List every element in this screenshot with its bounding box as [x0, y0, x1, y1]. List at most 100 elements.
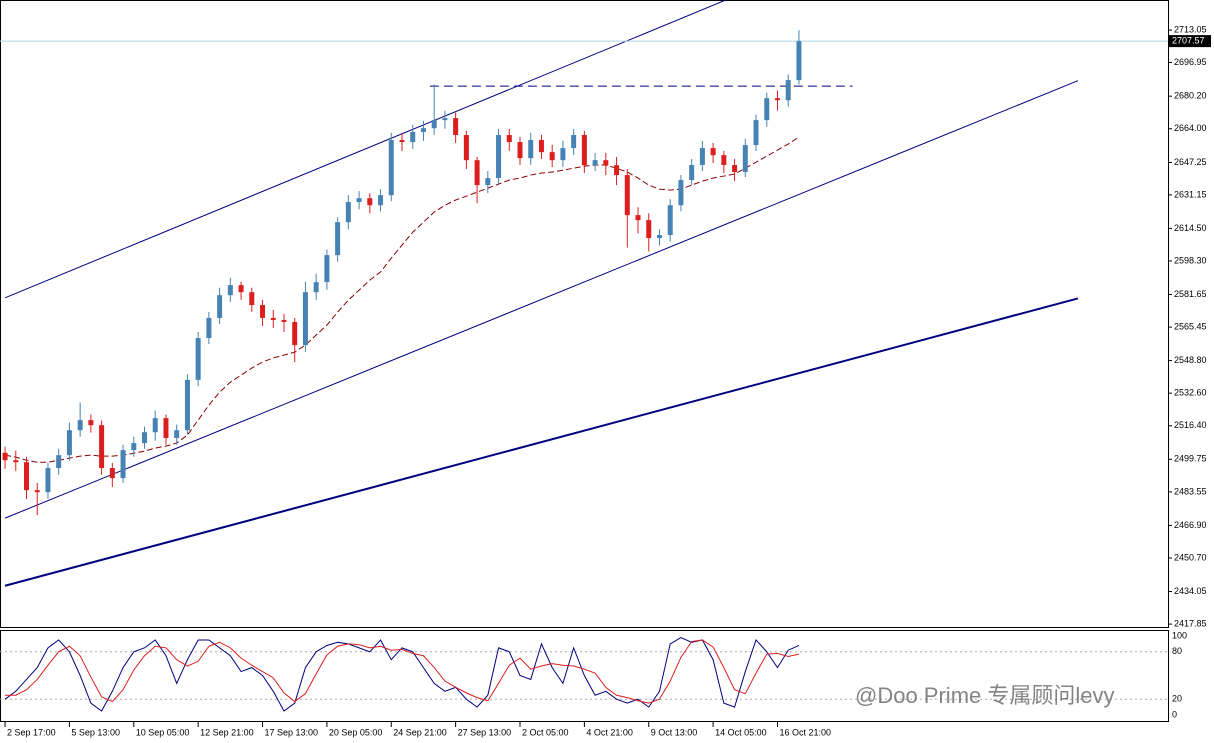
osc-tick-label: 0 [1172, 709, 1177, 719]
candle-body [517, 142, 523, 159]
x-tick-label: 27 Sep 13:00 [458, 727, 512, 737]
watermark: @Doo Prime 专属顾问levy [855, 683, 1115, 708]
osc-line [4, 637, 800, 712]
y-tick-label: 2516.40 [1174, 420, 1207, 430]
candle-body [174, 430, 180, 439]
candle-body [603, 160, 609, 166]
candle-body [785, 80, 791, 101]
candle-body [646, 220, 652, 239]
candle-body [721, 155, 727, 165]
candle-body [2, 452, 8, 461]
candle-body [474, 160, 480, 186]
x-tick-label: 17 Sep 13:00 [265, 727, 319, 737]
candle-body [345, 202, 351, 223]
candle-body [442, 118, 448, 121]
trend-line [4, 80, 1079, 519]
candle-body [356, 198, 362, 203]
candle-body [238, 285, 244, 293]
candle-body [667, 205, 673, 236]
candle-body [206, 317, 212, 339]
candle-body [453, 118, 459, 136]
candle-body [774, 98, 780, 101]
candle-body [45, 468, 51, 493]
candle-body [324, 255, 330, 283]
x-tick-label: 10 Sep 05:00 [136, 727, 190, 737]
y-tick-label: 2483.55 [1174, 486, 1207, 496]
y-tick-label: 2532.60 [1174, 388, 1207, 398]
candle-body [485, 178, 491, 186]
candle-body [131, 443, 137, 451]
candle-body [656, 235, 662, 239]
osc-tick-label: 20 [1172, 694, 1182, 704]
y-tick-label: 2499.75 [1174, 454, 1207, 464]
candle-body [281, 319, 287, 322]
osc-line [5, 639, 800, 704]
candle-body [66, 430, 72, 456]
candle-body [624, 175, 630, 216]
candle-body [710, 148, 716, 156]
osc-tick-label: 100 [1172, 630, 1187, 640]
candle-body [367, 198, 373, 206]
candle-body [410, 132, 416, 143]
candle-body [142, 432, 148, 444]
y-tick-label: 2450.70 [1174, 552, 1207, 562]
candle-body [732, 165, 738, 173]
candle-body [378, 195, 384, 206]
y-tick-label: 2548.80 [1174, 355, 1207, 365]
candle-body [431, 120, 437, 129]
y-tick-label: 2598.30 [1174, 255, 1207, 265]
candle-body [528, 140, 534, 159]
candle-body [742, 145, 748, 173]
candle-body [581, 135, 587, 166]
moving-average [4, 136, 800, 463]
candle-body [796, 41, 802, 81]
candle-body [699, 148, 705, 165]
trend-line [4, 297, 1079, 587]
candle-body [270, 317, 276, 320]
candle-body [249, 292, 255, 306]
osc-tick-label: 80 [1172, 646, 1182, 656]
y-tick-label: 2664.00 [1174, 123, 1207, 133]
x-tick-label: 24 Sep 21:00 [393, 727, 447, 737]
x-tick-label: 16 Oct 21:00 [779, 727, 831, 737]
candle-body [313, 282, 319, 293]
candle-body [56, 455, 62, 469]
candle-body [163, 418, 169, 439]
candle-body [571, 135, 577, 149]
candle-body [152, 418, 158, 433]
candle-body [335, 222, 341, 256]
candle-body [292, 321, 298, 346]
candle-body [195, 338, 201, 380]
candle-body [689, 165, 695, 181]
trend-line [4, 0, 728, 299]
candle-body [549, 152, 555, 161]
candle-body [538, 140, 544, 153]
candle-body [302, 292, 308, 346]
candle-body [560, 148, 566, 161]
x-tick-label: 14 Oct 05:00 [715, 727, 767, 737]
candle-body [420, 128, 426, 132]
candle-body [635, 215, 641, 221]
axes: 2713.05 2696.95 2680.20 2664.00 2647.25 2631.… [4, 24, 1211, 737]
candle-body [614, 165, 620, 176]
x-tick-label: 20 Sep 05:00 [329, 727, 383, 737]
x-tick-label: 5 Sep 13:00 [71, 727, 120, 737]
candle-body [88, 420, 94, 426]
candle-body [77, 420, 83, 431]
candle-body [592, 160, 598, 166]
candle-body [506, 135, 512, 143]
candle-body [399, 140, 405, 143]
price-plot [0, 0, 1168, 587]
y-tick-label: 2565.45 [1174, 321, 1207, 331]
x-tick-label: 12 Sep 21:00 [200, 727, 254, 737]
candle-body [496, 135, 502, 179]
y-tick-label: 2614.50 [1174, 223, 1207, 233]
candle-body [34, 490, 40, 493]
y-tick-label: 2713.05 [1174, 24, 1207, 34]
candle-body [120, 450, 126, 479]
candle-body [388, 140, 394, 196]
candle-body [764, 98, 770, 121]
candle-body [184, 379, 190, 431]
candle-body [23, 462, 29, 491]
